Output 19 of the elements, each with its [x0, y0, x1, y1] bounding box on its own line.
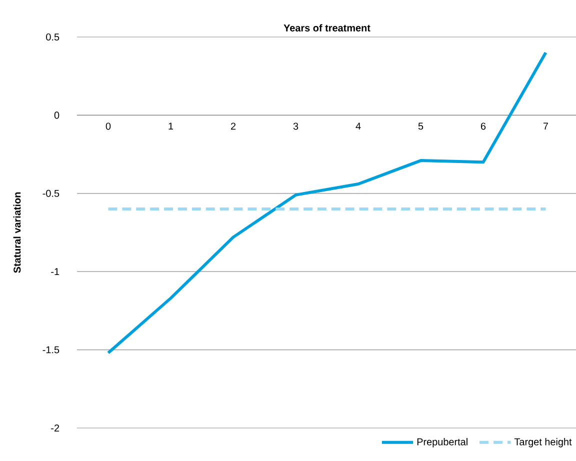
y-axis-title: Statural variation [13, 192, 21, 273]
x-tick-label: 6 [480, 122, 486, 130]
x-tick-label: 1 [168, 122, 174, 130]
x-tick-label: 3 [293, 122, 298, 130]
x-tick-label: 0 [106, 122, 111, 130]
legend-label: Target height [514, 438, 572, 448]
legend-label: Prepubertal [417, 438, 468, 448]
y-tick-label: 0 [54, 112, 60, 119]
x-tick-label: 4 [356, 122, 361, 130]
line-series [106, 51, 548, 354]
x-tick-label: 5 [418, 122, 424, 130]
y-tick-label: -0.5 [42, 190, 60, 197]
y-tick-label: -1 [51, 268, 60, 276]
x-tick-label: 2 [230, 122, 236, 130]
y-tick-label: 0.5 [46, 33, 60, 41]
x-axis-title: Years of treatment [284, 24, 370, 32]
y-tick-label: -1.5 [42, 346, 60, 354]
x-tick-label: 7 [543, 122, 548, 130]
y-tick-label: -2 [51, 424, 60, 432]
